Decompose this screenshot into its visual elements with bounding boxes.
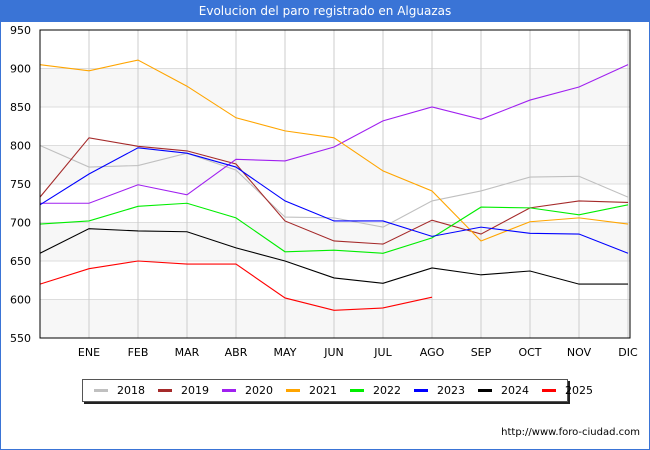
legend-item-2025: 2025 [542, 384, 593, 397]
legend-item-2023: 2023 [414, 384, 465, 397]
x-tick-label: JUL [373, 346, 392, 359]
plot-band [40, 145, 630, 184]
grid-lines [40, 29, 630, 339]
plot-band [40, 222, 630, 261]
plot-band [40, 299, 630, 338]
line-chart: 550 600 650 700 750 800 850 900 950 ENE FEB MAR ABR… [10, 24, 638, 359]
legend-item-2022: 2022 [350, 384, 401, 397]
x-axis: ENE FEB MAR ABR MAY JUN JUL AGO SEP OCT NOV DIC [78, 346, 638, 359]
y-tick-label: 800 [10, 140, 31, 153]
legend: 2018 2019 2020 2021 2022 2023 2024 2025 [82, 379, 593, 402]
legend-swatch [286, 389, 300, 392]
legend-item-2019: 2019 [158, 384, 209, 397]
legend-swatch [542, 389, 556, 392]
y-tick-label: 750 [10, 178, 31, 191]
plot-bands [40, 68, 630, 338]
legend-label: 2022 [373, 384, 401, 397]
legend-swatch [158, 389, 172, 392]
legend-item-2018: 2018 [94, 384, 145, 397]
x-tick-label: ABR [225, 346, 248, 359]
legend-item-2024: 2024 [478, 384, 529, 397]
source-url: http://www.foro-ciudad.com [501, 427, 640, 438]
legend-label: 2019 [181, 384, 209, 397]
plot-band [40, 68, 630, 107]
y-tick-label: 950 [10, 24, 31, 37]
y-tick-label: 650 [10, 255, 31, 268]
legend-label: 2018 [117, 384, 145, 397]
legend-swatch [350, 389, 364, 392]
legend-swatch [222, 389, 236, 392]
x-tick-label: JUN [323, 346, 344, 359]
legend-label: 2020 [245, 384, 273, 397]
x-tick-label: AGO [420, 346, 445, 359]
x-tick-label: ENE [78, 346, 100, 359]
legend-swatch [414, 389, 428, 392]
x-tick-label: SEP [471, 346, 492, 359]
chart-title: Evolucion del paro registrado en Alguaza… [0, 0, 650, 22]
y-tick-label: 700 [10, 217, 31, 230]
legend-swatch [478, 389, 492, 392]
x-tick-label: MAR [175, 346, 200, 359]
plot-border [39, 29, 631, 339]
legend-item-2021: 2021 [286, 384, 337, 397]
x-tick-label: DIC [618, 346, 638, 359]
y-axis: 550 600 650 700 750 800 850 900 950 [10, 24, 31, 345]
legend-swatch [94, 389, 108, 392]
legend-item-2020: 2020 [222, 384, 273, 397]
legend-label: 2025 [565, 384, 593, 397]
legend-label: 2024 [501, 384, 529, 397]
y-tick-label: 550 [10, 332, 31, 345]
y-tick-label: 900 [10, 63, 31, 76]
x-tick-label: MAY [274, 346, 297, 359]
x-tick-label: NOV [567, 346, 592, 359]
y-tick-label: 600 [10, 294, 31, 307]
x-tick-label: FEB [128, 346, 149, 359]
legend-label: 2021 [309, 384, 337, 397]
series-lines [39, 59, 629, 311]
x-tick-label: OCT [518, 346, 541, 359]
legend-label: 2023 [437, 384, 465, 397]
y-tick-label: 850 [10, 101, 31, 114]
